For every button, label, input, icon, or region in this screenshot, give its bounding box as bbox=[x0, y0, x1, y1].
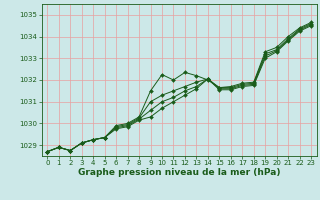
X-axis label: Graphe pression niveau de la mer (hPa): Graphe pression niveau de la mer (hPa) bbox=[78, 168, 280, 177]
